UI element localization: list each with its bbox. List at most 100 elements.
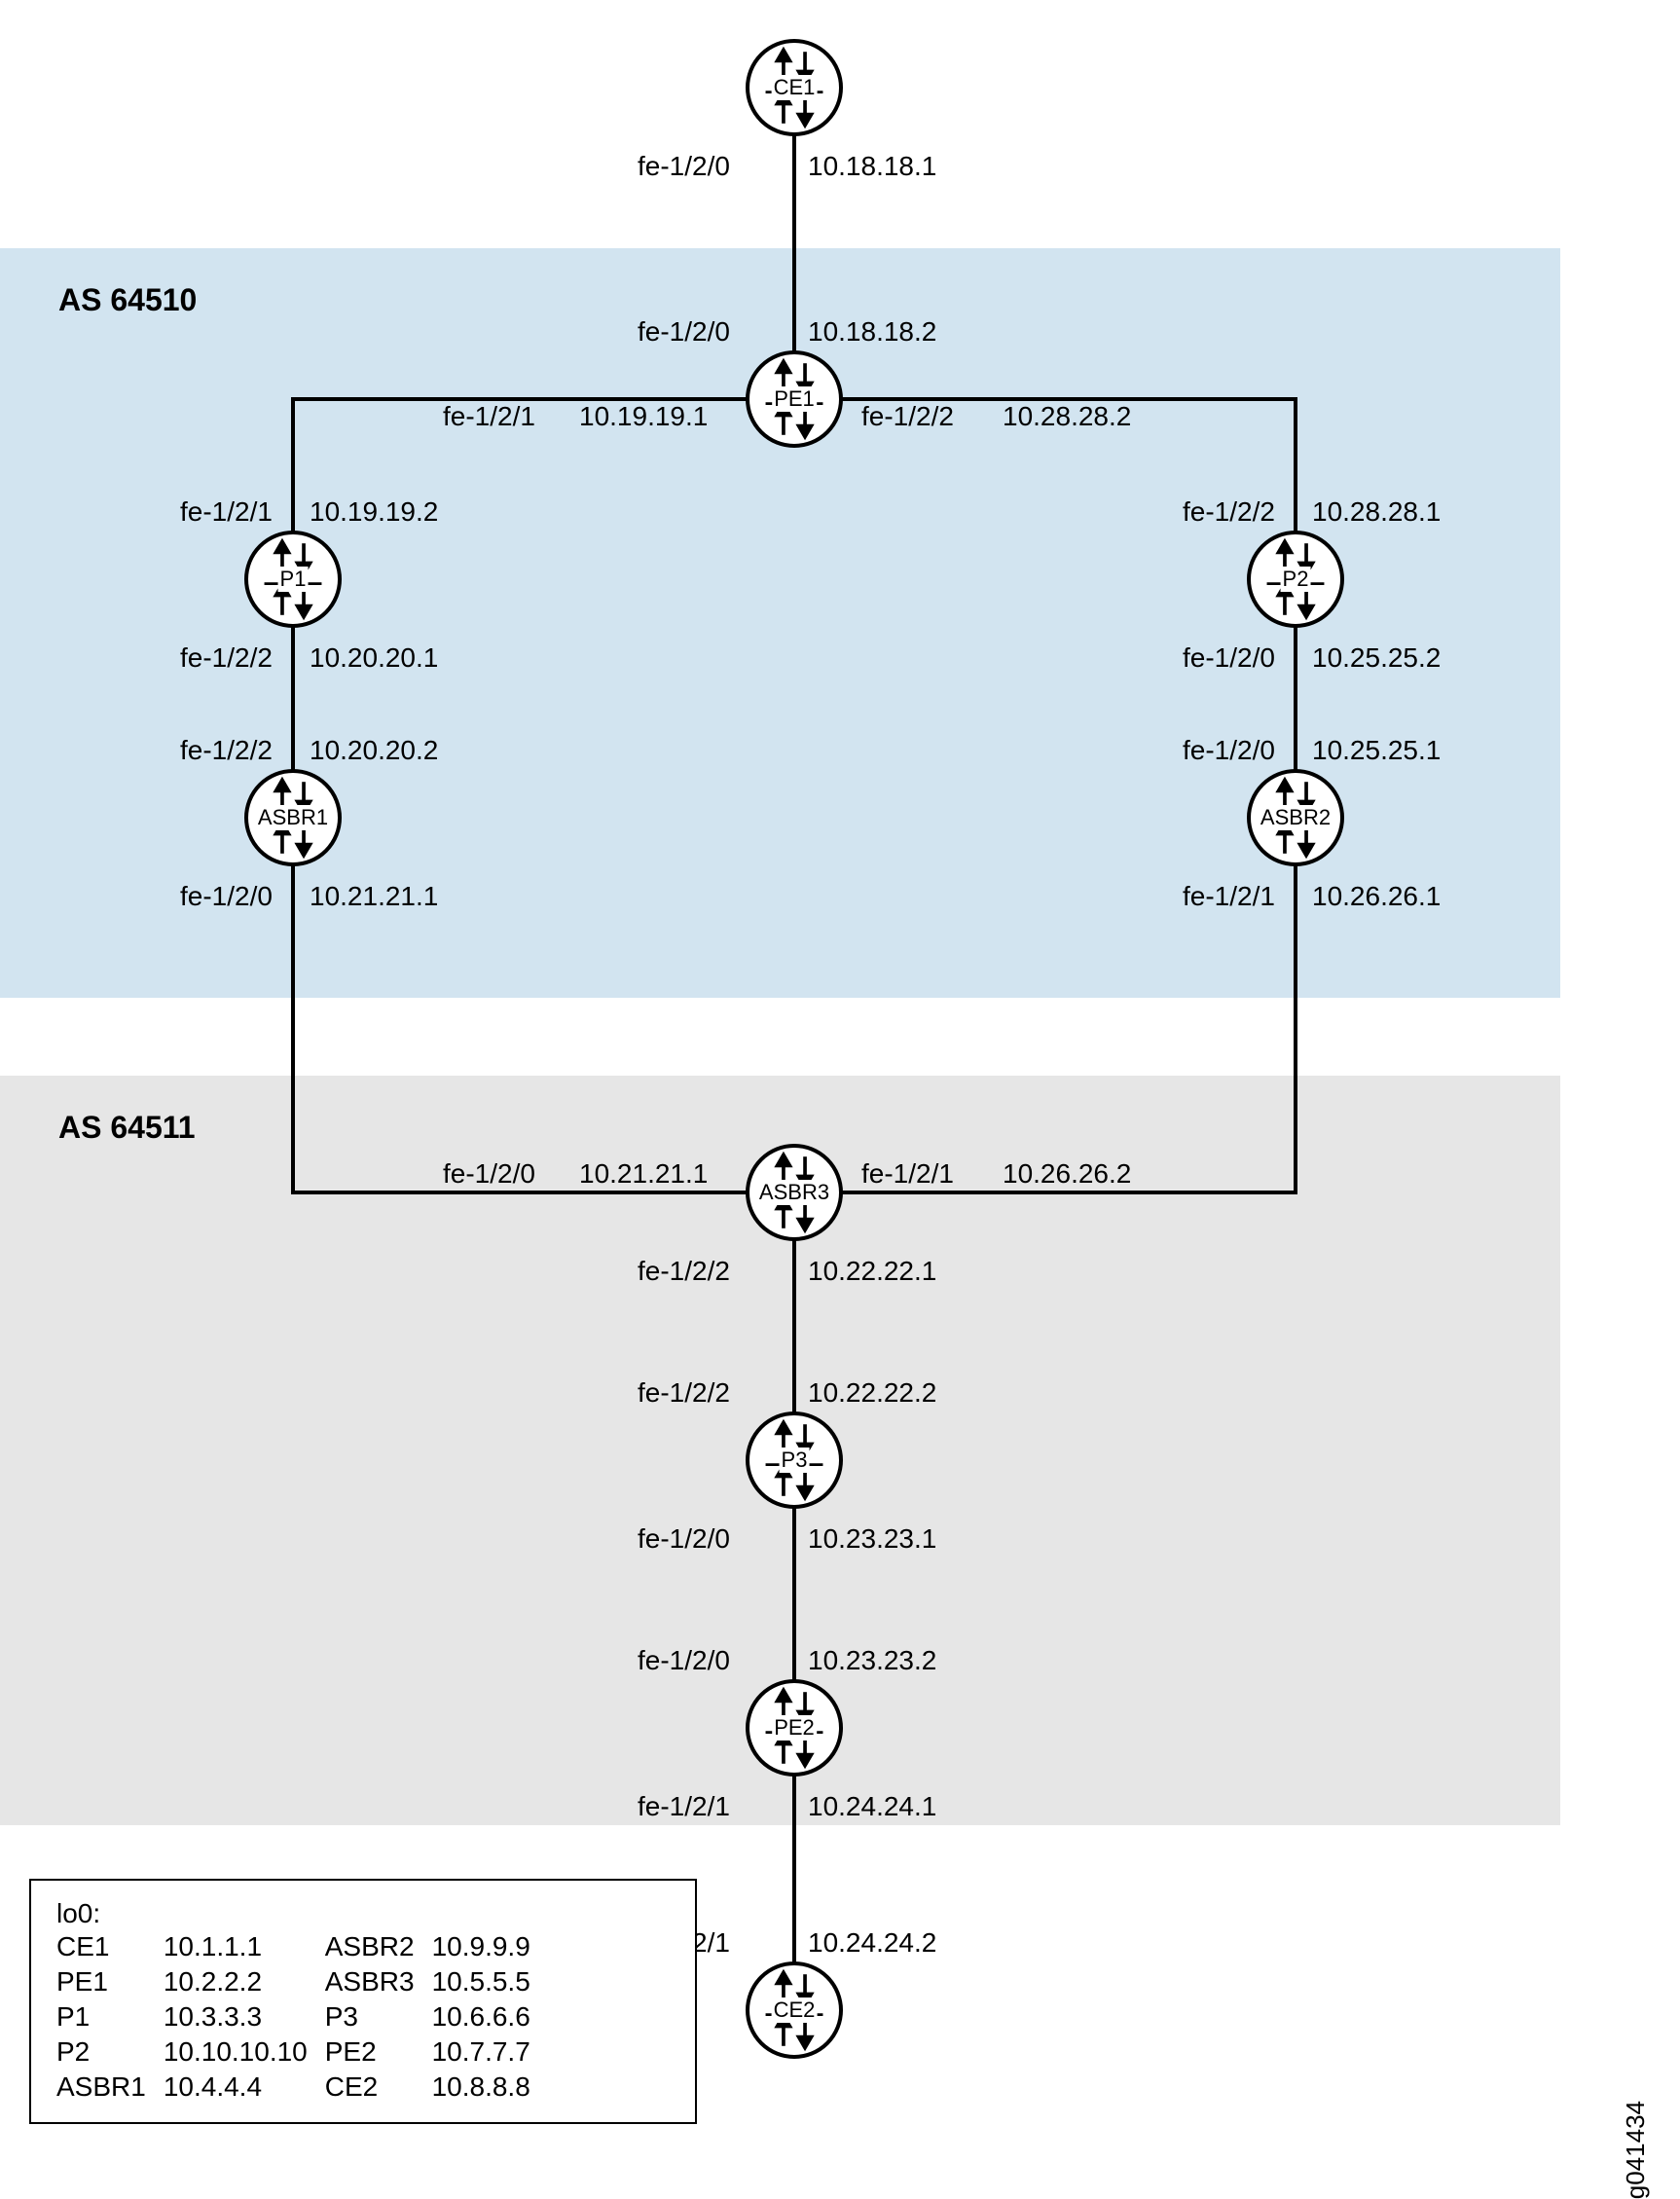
lo0-cell: P2: [56, 2034, 164, 2070]
lo0-cell: ASBR3: [325, 1964, 432, 1999]
table-row: PE1 10.2.2.2 ASBR3 10.5.5.5: [56, 1964, 548, 1999]
lo0-cell: 10.7.7.7: [432, 2034, 548, 2070]
interface-name: fe-1/2/1: [861, 1158, 954, 1190]
table-row: ASBR1 10.4.4.4 CE2 10.8.8.8: [56, 2070, 548, 2105]
figure-id: g041434: [1621, 2101, 1651, 2199]
interface-ip: 10.21.21.1: [310, 881, 438, 912]
node-p2-label: P2: [1281, 567, 1311, 592]
interface-ip: 10.24.24.1: [808, 1791, 936, 1822]
as-label-64511: AS 64511: [58, 1110, 196, 1146]
lo0-cell: 10.3.3.3: [164, 1999, 325, 2034]
interface-name: fe-1/2/2: [861, 401, 954, 432]
lo0-cell: P1: [56, 1999, 164, 2034]
edge-ce1-pe1: [792, 127, 796, 360]
edge-p1-asbr1: [291, 623, 295, 779]
interface-name: fe-1/2/1: [638, 1791, 730, 1822]
node-p3-label: P3: [780, 1448, 810, 1473]
interface-ip: 10.18.18.1: [808, 151, 936, 182]
lo0-table: lo0: CE1 10.1.1.1 ASBR2 10.9.9.9 PE1 10.…: [29, 1879, 697, 2124]
table-row: P1 10.3.3.3 P3 10.6.6.6: [56, 1999, 548, 2034]
edge-asbr2-asbr3-v: [1294, 857, 1297, 1192]
lo0-cell: 10.10.10.10: [164, 2034, 325, 2070]
edge-pe1-p1-v: [291, 397, 295, 538]
interface-name: fe-1/2/0: [638, 151, 730, 182]
lo0-cell: PE1: [56, 1964, 164, 1999]
node-asbr3-label: ASBR3: [757, 1180, 831, 1205]
interface-name: fe-1/2/2: [638, 1256, 730, 1287]
interface-ip: 10.26.26.1: [1312, 881, 1441, 912]
node-ce2: CE2: [746, 1961, 843, 2059]
interface-ip: 10.26.26.2: [1003, 1158, 1131, 1190]
interface-ip: 10.20.20.2: [310, 735, 438, 766]
edge-asbr3-p3: [792, 1236, 796, 1421]
node-pe2: PE2: [746, 1679, 843, 1777]
lo0-cell: CE1: [56, 1929, 164, 1964]
interface-name: fe-1/2/1: [443, 401, 535, 432]
interface-ip: 10.22.22.1: [808, 1256, 936, 1287]
node-pe1: PE1: [746, 350, 843, 448]
interface-name: fe-1/2/2: [180, 735, 273, 766]
interface-name: fe-1/2/0: [443, 1158, 535, 1190]
interface-name: fe-1/2/0: [638, 1523, 730, 1555]
interface-ip: 10.20.20.1: [310, 642, 438, 674]
node-asbr2: ASBR2: [1247, 769, 1344, 866]
interface-ip: 10.28.28.2: [1003, 401, 1131, 432]
interface-name: fe-1/2/0: [1183, 642, 1275, 674]
interface-ip: 10.22.22.2: [808, 1377, 936, 1409]
node-asbr2-label: ASBR2: [1259, 805, 1333, 830]
node-ce1-label: CE1: [772, 75, 818, 100]
interface-ip: 10.18.18.2: [808, 316, 936, 348]
interface-ip: 10.24.24.2: [808, 1927, 936, 1959]
interface-name: fe-1/2/0: [638, 1645, 730, 1676]
lo0-cell: 10.2.2.2: [164, 1964, 325, 1999]
lo0-cell: 10.4.4.4: [164, 2070, 325, 2105]
node-asbr3: ASBR3: [746, 1144, 843, 1241]
lo0-cell: PE2: [325, 2034, 432, 2070]
interface-ip: 10.25.25.2: [1312, 642, 1441, 674]
interface-name: fe-1/2/0: [180, 881, 273, 912]
lo0-cell: 10.5.5.5: [432, 1964, 548, 1999]
node-ce2-label: CE2: [772, 1997, 818, 2023]
edge-p3-pe2: [792, 1504, 796, 1689]
node-p1-label: P1: [278, 567, 309, 592]
diagram-canvas: AS 64510 AS 64511 CE1 PE1 P1 P2 ASBR1: [0, 0, 1680, 2140]
interface-ip: 10.21.21.1: [579, 1158, 708, 1190]
node-pe1-label: PE1: [772, 386, 817, 412]
edge-p2-asbr2: [1294, 623, 1297, 779]
edge-pe2-ce2: [792, 1772, 796, 1966]
lo0-cell: ASBR2: [325, 1929, 432, 1964]
node-p1: P1: [244, 531, 342, 628]
node-p3: P3: [746, 1411, 843, 1509]
lo0-cell: P3: [325, 1999, 432, 2034]
lo0-header: lo0:: [56, 1898, 670, 1929]
as-label-64510: AS 64510: [58, 282, 197, 318]
edge-asbr2-asbr3-h: [835, 1191, 1297, 1194]
node-pe2-label: PE2: [772, 1715, 817, 1741]
table-row: CE1 10.1.1.1 ASBR2 10.9.9.9: [56, 1929, 548, 1964]
node-asbr1: ASBR1: [244, 769, 342, 866]
lo0-cell: 10.8.8.8: [432, 2070, 548, 2105]
interface-name: fe-1/2/2: [180, 642, 273, 674]
lo0-cell: CE2: [325, 2070, 432, 2105]
node-ce1: CE1: [746, 39, 843, 136]
interface-ip: 10.25.25.1: [1312, 735, 1441, 766]
interface-name: fe-1/2/2: [1183, 496, 1275, 528]
interface-name: fe-1/2/1: [1183, 881, 1275, 912]
interface-name: fe-1/2/0: [638, 316, 730, 348]
lo0-cell: 10.6.6.6: [432, 1999, 548, 2034]
table-row: P2 10.10.10.10 PE2 10.7.7.7: [56, 2034, 548, 2070]
interface-ip: 10.19.19.1: [579, 401, 708, 432]
node-asbr1-label: ASBR1: [256, 805, 330, 830]
interface-name: fe-1/2/1: [180, 496, 273, 528]
lo0-cell: 10.9.9.9: [432, 1929, 548, 1964]
interface-ip: 10.19.19.2: [310, 496, 438, 528]
edge-pe1-p2-v: [1294, 397, 1297, 538]
interface-ip: 10.23.23.2: [808, 1645, 936, 1676]
lo0-cell: ASBR1: [56, 2070, 164, 2105]
lo0-cell: 10.1.1.1: [164, 1929, 325, 1964]
interface-ip: 10.23.23.1: [808, 1523, 936, 1555]
interface-name: fe-1/2/2: [638, 1377, 730, 1409]
edge-asbr1-asbr3-v: [291, 857, 295, 1192]
node-p2: P2: [1247, 531, 1344, 628]
interface-name: fe-1/2/0: [1183, 735, 1275, 766]
